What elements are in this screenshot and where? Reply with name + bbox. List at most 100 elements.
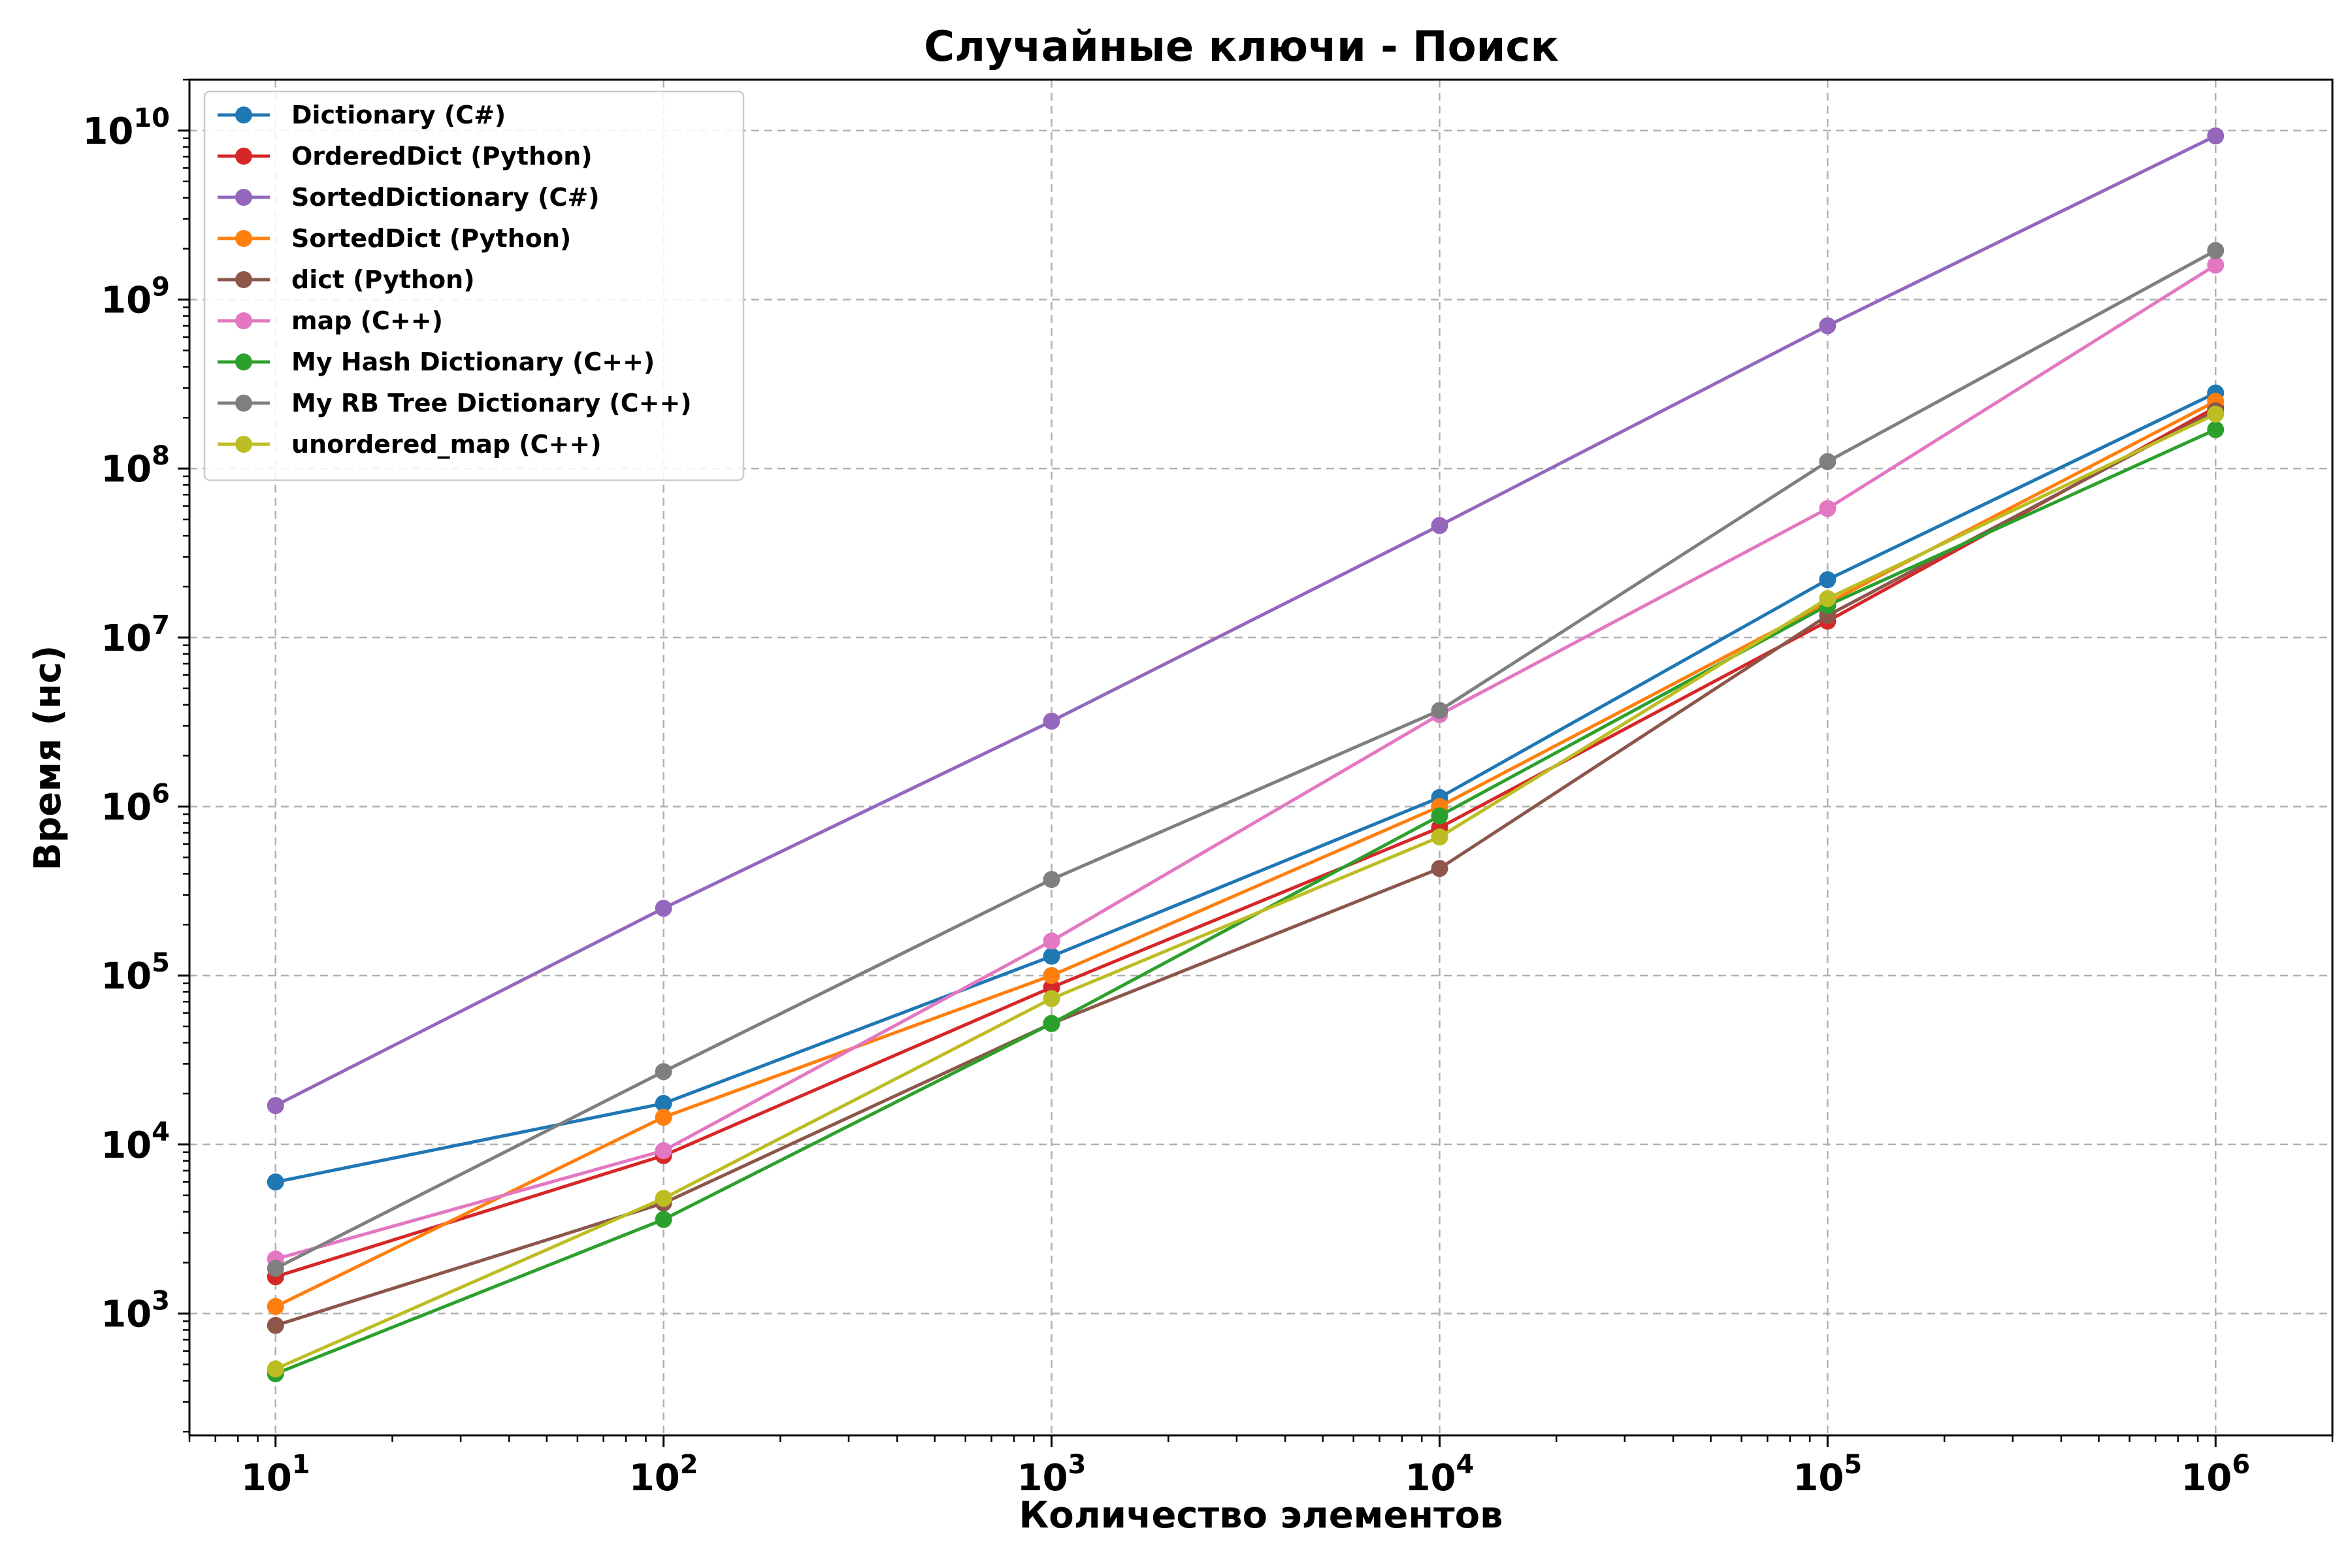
x-tick-label: 103 [1017, 1450, 1086, 1499]
x-axis-label: Количество элементов [1019, 1494, 1503, 1537]
legend-swatch-marker [235, 353, 252, 370]
data-point [267, 1097, 284, 1115]
y-tick-base: 10 [101, 280, 152, 322]
legend-label: unordered_map (C++) [291, 430, 602, 459]
legend-item: SortedDictionary (C#) [218, 183, 600, 212]
x-tick-base: 10 [1405, 1457, 1456, 1499]
data-point [1819, 317, 1837, 335]
y-tick-base: 10 [101, 1124, 152, 1167]
legend-swatch-marker [235, 436, 252, 453]
data-point [655, 1190, 672, 1207]
y-tick-base: 10 [101, 448, 152, 491]
y-tick-label: 108 [101, 441, 170, 491]
x-tick-label: 105 [1793, 1450, 1862, 1499]
legend-label: dict (Python) [291, 265, 475, 294]
data-point [655, 1211, 672, 1228]
x-tick-exp: 5 [1844, 1450, 1862, 1480]
data-point [655, 1063, 672, 1081]
data-point [1043, 947, 1060, 965]
x-tick-exp: 2 [680, 1450, 698, 1480]
legend: Dictionary (C#) OrderedDict (Python) Sorte… [203, 90, 745, 482]
data-point [655, 1109, 672, 1126]
x-tick-label: 102 [629, 1450, 698, 1499]
series-line [275, 263, 2217, 1261]
data-point [267, 1298, 284, 1315]
chart-title: Случайные ключи - Поиск [924, 23, 1559, 71]
legend-item: My RB Tree Dictionary (C++) [218, 389, 692, 417]
legend-swatch-marker [235, 271, 252, 288]
y-tick-base: 10 [101, 955, 152, 998]
y-tick-base: 10 [101, 1293, 152, 1335]
x-tick-base: 10 [1017, 1457, 1068, 1499]
x-tick-label: 106 [2181, 1450, 2250, 1499]
data-point [267, 1360, 284, 1378]
axis-ticks: 101 102 103 104 105 1061031041051061071081091… [82, 78, 2334, 1499]
y-tick-exp: 3 [152, 1286, 170, 1316]
data-point [2207, 242, 2225, 259]
data-point [1431, 517, 1448, 534]
data-point [1043, 990, 1060, 1007]
data-point [1431, 807, 1448, 825]
series-4 [267, 402, 2225, 1334]
legend-swatch-marker [235, 230, 252, 247]
data-point [1819, 500, 1837, 517]
plot-frame [188, 78, 2334, 1437]
series-line [274, 249, 2217, 1270]
data-point [1431, 860, 1448, 877]
data-point [2207, 421, 2225, 438]
y-tick-label: 107 [101, 610, 170, 660]
y-tick-label: 106 [101, 779, 170, 828]
y-tick-exp: 10 [133, 103, 170, 133]
legend-item: dict (Python) [218, 265, 475, 294]
legend-swatch-marker [235, 106, 252, 123]
legend-label: SortedDictionary (C#) [291, 183, 600, 212]
y-tick-label: 104 [101, 1117, 170, 1167]
y-tick-exp: 7 [152, 610, 170, 640]
data-point [1431, 702, 1448, 719]
data-point [267, 1173, 284, 1191]
y-tick-exp: 4 [152, 1117, 170, 1147]
x-tick-exp: 6 [2232, 1450, 2250, 1480]
legend-label: map (C++) [291, 306, 443, 335]
x-tick-base: 10 [629, 1457, 680, 1499]
legend-swatch-marker [235, 312, 252, 329]
legend-item: map (C++) [218, 306, 443, 335]
legend-label: Dictionary (C#) [291, 101, 506, 129]
y-tick-exp: 6 [152, 779, 170, 809]
x-tick-base: 10 [241, 1457, 292, 1499]
data-point [655, 1094, 672, 1112]
y-tick-exp: 5 [152, 948, 170, 978]
legend-swatch-marker [235, 148, 252, 165]
data-point [1819, 453, 1837, 470]
data-point [1043, 712, 1060, 730]
legend-label: OrderedDict (Python) [291, 142, 593, 171]
y-tick-label: 1010 [82, 103, 170, 153]
x-tick-base: 10 [1793, 1457, 1844, 1499]
data-point [1043, 932, 1060, 950]
series-layer [267, 127, 2225, 1382]
series-line [274, 412, 2217, 1371]
legend-label: SortedDict (Python) [291, 224, 571, 253]
series-line [275, 406, 2217, 1279]
data-point [1043, 1015, 1060, 1032]
series-line [275, 409, 2217, 1328]
x-tick-base: 10 [2181, 1457, 2232, 1499]
series-line [274, 400, 2217, 1308]
series-0 [267, 384, 2225, 1191]
data-point [655, 900, 672, 917]
y-tick-label: 103 [101, 1286, 170, 1335]
legend-item: OrderedDict (Python) [218, 142, 593, 171]
data-point [2207, 256, 2225, 274]
legend-item: SortedDict (Python) [218, 224, 571, 253]
data-point [1431, 828, 1448, 846]
series-8 [267, 405, 2225, 1378]
x-tick-exp: 3 [1068, 1450, 1086, 1480]
series-line [274, 428, 2217, 1375]
x-tick-exp: 1 [292, 1450, 310, 1480]
y-tick-label: 105 [101, 948, 170, 998]
series-line [275, 391, 2217, 1184]
data-point [1043, 967, 1060, 985]
x-tick-label: 104 [1405, 1450, 1475, 1499]
legend-label: My RB Tree Dictionary (C++) [291, 389, 692, 417]
